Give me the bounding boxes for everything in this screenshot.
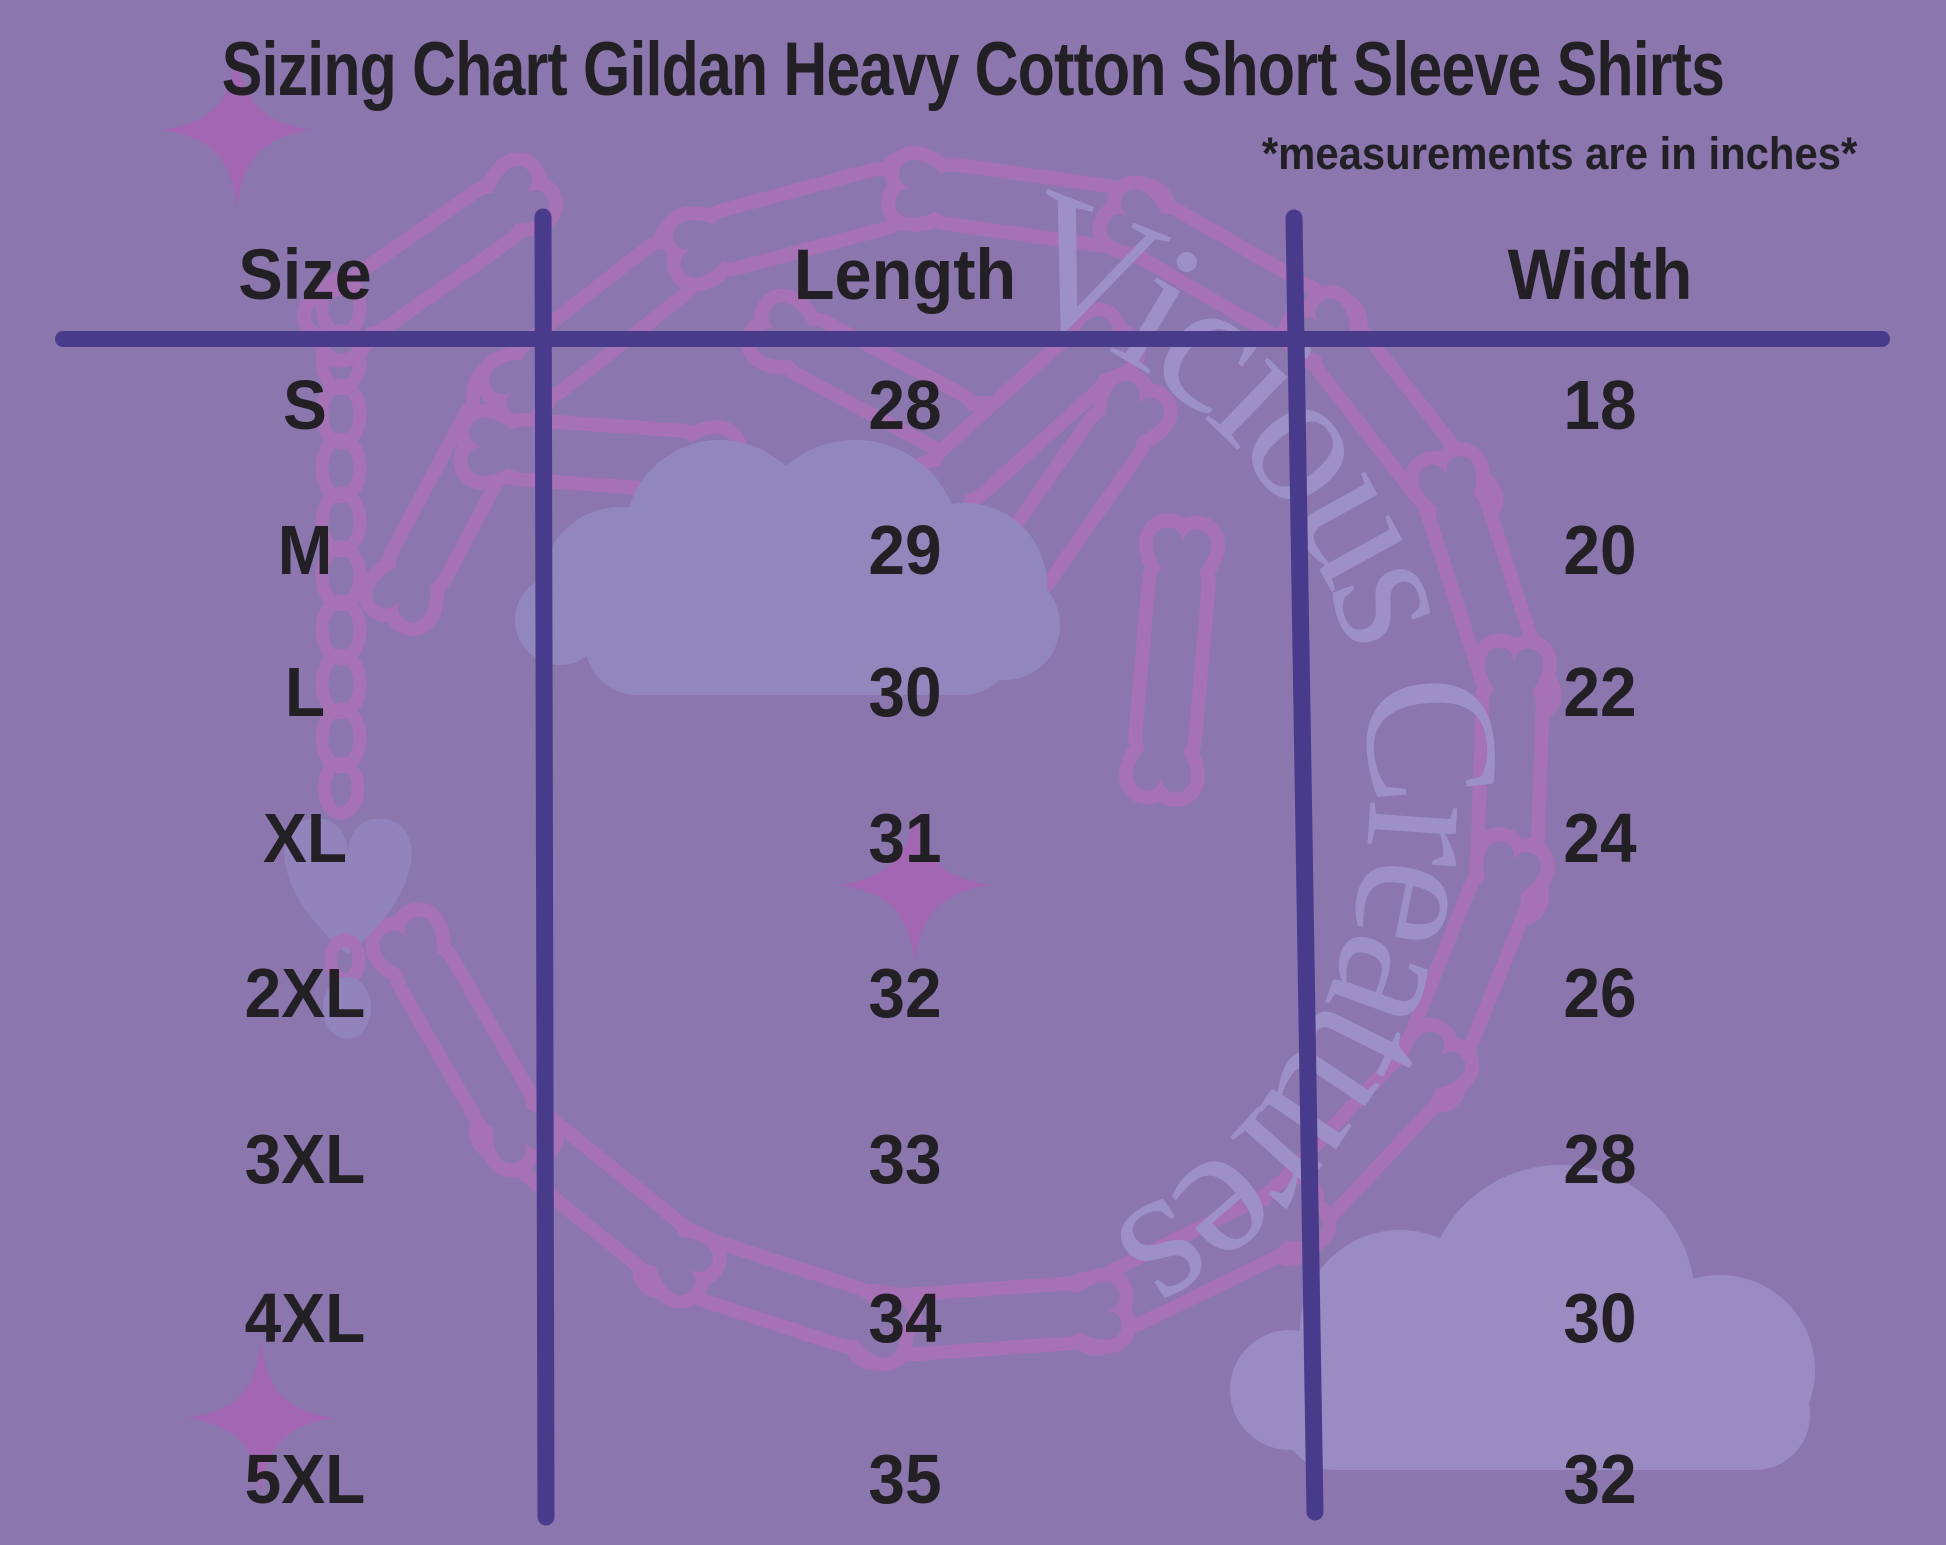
table-divider-vertical-1 — [534, 208, 555, 1526]
size-cell: S — [283, 366, 327, 444]
heart-icon — [284, 818, 412, 1039]
length-cell: 34 — [868, 1279, 942, 1357]
length-cell: 28 — [868, 366, 942, 444]
length-cell: 33 — [868, 1120, 942, 1198]
width-cell: 28 — [1563, 1120, 1637, 1198]
table-row: XL 31 24 — [0, 763, 1946, 913]
size-cell: 5XL — [244, 1440, 366, 1518]
table-row: 4XL 34 30 — [0, 1243, 1946, 1393]
page-title: Sizing Chart Gildan Heavy Cotton Short S… — [0, 26, 1946, 113]
table-row: 3XL 33 28 — [0, 1084, 1946, 1234]
size-cell: 4XL — [244, 1279, 366, 1357]
size-cell: L — [284, 653, 326, 731]
table-divider-vertical-2 — [1285, 209, 1324, 1521]
size-cell: 3XL — [244, 1120, 366, 1198]
width-cell: 26 — [1563, 954, 1637, 1032]
length-cell: 29 — [868, 511, 942, 589]
size-cell: M — [277, 511, 333, 589]
width-cell: 24 — [1563, 799, 1637, 877]
length-cell: 32 — [868, 954, 942, 1032]
length-cell: 35 — [868, 1440, 942, 1518]
size-cell: XL — [262, 799, 348, 877]
table-row: 2XL 32 26 — [0, 918, 1946, 1068]
table-row: 5XL 35 32 — [0, 1404, 1946, 1545]
table-row: S 28 18 — [0, 330, 1946, 480]
column-header-length: Length — [793, 235, 1017, 315]
table-header: Size Length Width — [0, 200, 1946, 350]
length-cell: 31 — [868, 799, 942, 877]
table-row: M 29 20 — [0, 475, 1946, 625]
width-cell: 18 — [1563, 366, 1637, 444]
table-row: L 30 22 — [0, 617, 1946, 767]
width-cell: 20 — [1563, 511, 1637, 589]
length-cell: 30 — [868, 653, 942, 731]
column-header-size: Size — [238, 235, 372, 315]
size-cell: 2XL — [244, 954, 366, 1032]
column-header-width: Width — [1507, 235, 1693, 315]
width-cell: 30 — [1563, 1279, 1637, 1357]
page-title-text: Sizing Chart Gildan Heavy Cotton Short S… — [221, 27, 1725, 112]
measurements-note: *measurements are in inches* — [1261, 128, 1857, 179]
width-cell: 22 — [1563, 653, 1637, 731]
width-cell: 32 — [1563, 1440, 1637, 1518]
